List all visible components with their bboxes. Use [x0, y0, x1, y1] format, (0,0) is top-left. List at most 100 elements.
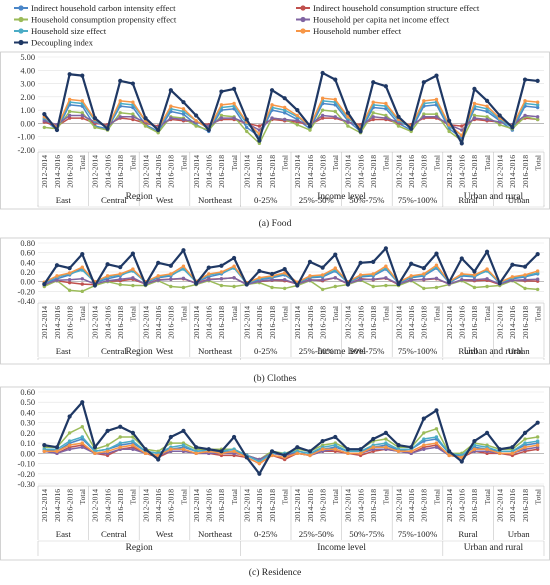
data-point: [67, 414, 72, 419]
data-point: [422, 112, 426, 116]
data-point: [181, 264, 186, 268]
data-point: [320, 438, 325, 444]
data-point: [55, 274, 59, 278]
x-tick-label: Total: [533, 306, 542, 322]
data-point: [168, 88, 173, 93]
data-point: [447, 449, 452, 454]
data-point: [156, 260, 161, 265]
data-point: [535, 78, 540, 84]
data-point: [409, 449, 413, 453]
data-point: [472, 285, 477, 290]
data-point: [371, 436, 376, 442]
y-tick-label: 0.20: [20, 429, 35, 438]
data-point: [384, 276, 388, 280]
data-point: [169, 447, 173, 451]
legend-label: Household consumption propensity effect: [31, 15, 177, 25]
data-point: [522, 77, 528, 82]
x-tick-label: 2012-2014: [293, 306, 302, 339]
data-point: [434, 251, 439, 256]
data-point: [320, 116, 325, 120]
x-tick-label: 2012-2014: [445, 489, 454, 522]
data-point: [522, 264, 528, 269]
series-3: [42, 108, 540, 146]
x-tick-label: 2016-2018: [470, 489, 479, 522]
series-line: [44, 277, 538, 286]
group-label: East: [56, 346, 72, 356]
data-point: [42, 112, 47, 117]
data-point: [269, 449, 275, 454]
data-point: [55, 278, 59, 282]
legend-label: Indirect household carbon intensity effe…: [31, 3, 176, 13]
data-point: [80, 73, 85, 78]
x-tick-label: Total: [483, 306, 492, 322]
data-point: [118, 115, 122, 119]
group-label: West: [156, 195, 174, 205]
data-point: [118, 111, 122, 115]
data-point: [523, 99, 527, 103]
series-line: [43, 71, 538, 145]
data-point: [358, 278, 363, 282]
data-point: [131, 443, 135, 447]
data-point: [535, 105, 540, 110]
x-tick-label: 2014-2016: [103, 155, 112, 188]
data-point: [384, 101, 388, 106]
data-point: [384, 445, 388, 449]
data-point: [308, 274, 312, 278]
data-point: [535, 269, 540, 273]
legend-label: Decoupling index: [31, 38, 94, 48]
data-point: [333, 97, 337, 102]
x-tick-label: 2016-2018: [116, 306, 125, 339]
data-point: [206, 265, 211, 270]
data-point: [118, 282, 122, 287]
x-tick-label: 2014-2016: [458, 489, 467, 522]
data-point: [80, 111, 84, 115]
data-point: [219, 263, 224, 268]
data-point: [118, 435, 122, 439]
y-tick-label: -0.40: [18, 297, 35, 306]
y-tick-label: 0.10: [20, 439, 35, 448]
data-point: [67, 116, 72, 120]
data-point: [118, 78, 123, 84]
group-label: Northeast: [198, 346, 233, 356]
legend-item: Indirect household carbon intensity effe…: [14, 3, 176, 13]
data-point: [346, 451, 350, 456]
group-label: 25%-50%: [299, 346, 335, 356]
group-label: Northeast: [198, 195, 233, 205]
data-point: [42, 119, 47, 123]
data-point: [42, 449, 47, 453]
data-point: [510, 262, 515, 267]
data-point: [320, 278, 325, 282]
data-point: [232, 264, 236, 268]
data-point: [307, 123, 313, 129]
data-point: [181, 248, 186, 253]
group-label: Northeast: [198, 529, 233, 539]
data-point: [371, 259, 376, 264]
x-tick-label: 2012-2014: [141, 155, 150, 188]
data-point: [535, 100, 540, 104]
data-point: [307, 259, 313, 264]
legend-item: Household consumption propensity effect: [14, 15, 177, 25]
x-tick-label: Total: [331, 155, 340, 171]
data-point: [55, 449, 59, 453]
x-tick-label: Total: [179, 306, 188, 322]
data-point: [434, 285, 439, 290]
x-tick-label: 2012-2014: [496, 489, 505, 522]
x-tick-label: Total: [230, 155, 239, 171]
data-point: [118, 441, 122, 445]
legend-item: Household per capita net income effect: [296, 15, 450, 25]
data-point: [523, 437, 527, 441]
data-point: [434, 97, 439, 102]
data-point: [118, 272, 122, 276]
data-point: [434, 441, 439, 445]
data-point: [80, 441, 84, 445]
group-label: Urban: [508, 195, 531, 205]
data-point: [535, 435, 540, 439]
data-point: [384, 116, 388, 120]
data-point: [282, 278, 287, 282]
data-point: [282, 108, 287, 112]
group-label: East: [56, 195, 72, 205]
y-tick-label: 0.40: [20, 408, 35, 417]
data-point: [131, 112, 135, 116]
y-tick-label: 0.60: [20, 249, 35, 258]
